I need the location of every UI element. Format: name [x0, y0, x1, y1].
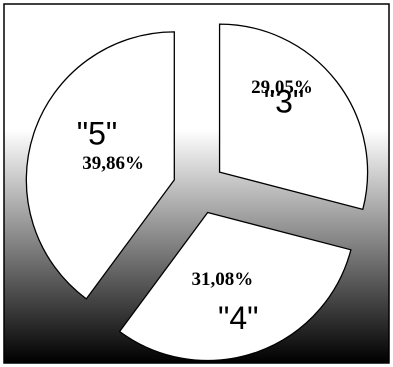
pie-labels: "3"29,05% "4" 31,08% "5"39,86% [77, 77, 313, 336]
pie-slice-2 [118, 211, 352, 362]
slice-category-label: "4" [218, 300, 259, 336]
slice-value-label: 39,86% [82, 153, 144, 174]
pie-slice-1 [218, 23, 369, 211]
pie-slices [25, 23, 369, 362]
slice-category-label: "5" [77, 115, 118, 151]
pie-slice-3 [25, 31, 175, 300]
slice-value-label: 29,05% [251, 77, 313, 98]
slice-value-label: 31,08% [191, 269, 253, 290]
slice-category-label: "3" [264, 83, 305, 119]
